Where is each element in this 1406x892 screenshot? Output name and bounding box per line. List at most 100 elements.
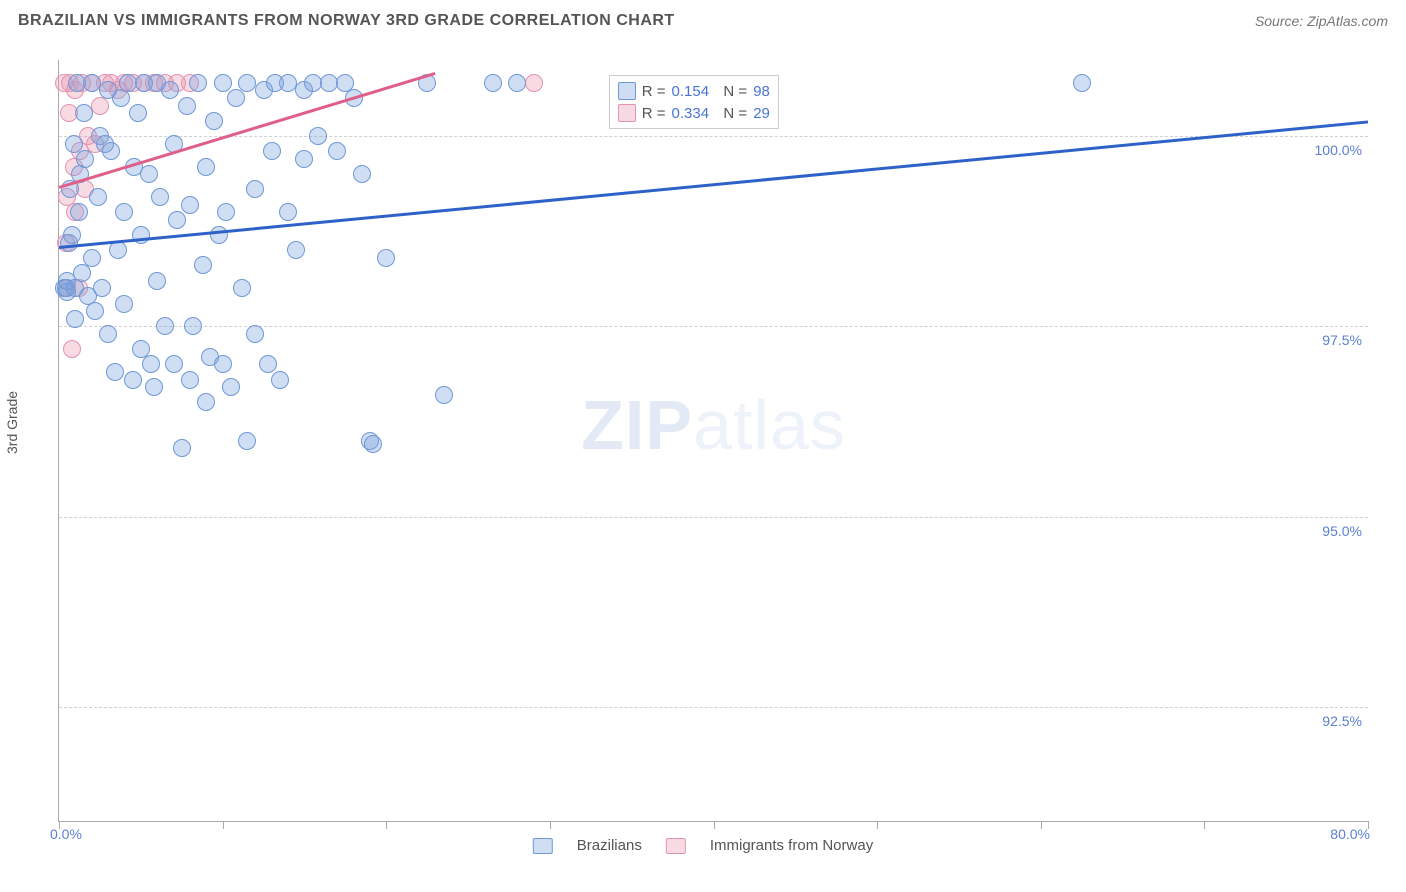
stat-r-value: 0.334 <box>672 105 710 122</box>
scatter-point <box>124 371 142 389</box>
stat-row: R = 0.334 N = 29 <box>618 102 770 124</box>
scatter-point <box>142 355 160 373</box>
scatter-point <box>320 74 338 92</box>
scatter-point <box>279 203 297 221</box>
scatter-point <box>178 97 196 115</box>
scatter-point <box>181 371 199 389</box>
x-tick <box>223 821 224 829</box>
scatter-point <box>508 74 526 92</box>
scatter-point <box>214 74 232 92</box>
chart-title: BRAZILIAN VS IMMIGRANTS FROM NORWAY 3RD … <box>18 12 675 30</box>
scatter-point <box>1073 74 1091 92</box>
gridline-h <box>59 517 1368 518</box>
chart-area: 3rd Grade ZIPatlas 92.5%95.0%97.5%100.0%… <box>18 50 1388 882</box>
x-tick-label: 80.0% <box>1330 826 1370 842</box>
scatter-point <box>173 439 191 457</box>
scatter-point <box>194 256 212 274</box>
scatter-point <box>109 241 127 259</box>
stat-n-label: N = <box>715 83 747 100</box>
y-tick-label: 97.5% <box>1322 332 1362 348</box>
scatter-point <box>214 355 232 373</box>
scatter-point <box>233 279 251 297</box>
stat-swatch <box>618 104 636 122</box>
stat-n-value: 98 <box>753 83 770 100</box>
stat-box: R = 0.154 N = 98 R = 0.334 N = 29 <box>609 75 779 129</box>
scatter-point <box>70 203 88 221</box>
scatter-point <box>63 340 81 358</box>
y-axis-title: 3rd Grade <box>4 391 20 454</box>
scatter-point <box>364 435 382 453</box>
watermark: ZIPatlas <box>581 385 846 465</box>
watermark-bold: ZIP <box>581 386 693 464</box>
watermark-light: atlas <box>693 386 846 464</box>
scatter-point <box>83 249 101 267</box>
x-tick <box>877 821 878 829</box>
stat-r-label: R = <box>642 83 666 100</box>
scatter-point <box>115 203 133 221</box>
scatter-point <box>145 378 163 396</box>
scatter-point <box>161 81 179 99</box>
legend-swatch-1 <box>666 838 686 854</box>
scatter-point <box>246 180 264 198</box>
stat-r-value: 0.154 <box>672 83 710 100</box>
scatter-point <box>165 355 183 373</box>
legend-label-0: Brazilians <box>577 837 642 854</box>
x-tick-label: 0.0% <box>50 826 82 842</box>
x-tick <box>550 821 551 829</box>
scatter-point <box>227 89 245 107</box>
scatter-point <box>73 264 91 282</box>
scatter-point <box>238 74 256 92</box>
scatter-point <box>89 188 107 206</box>
y-tick-label: 92.5% <box>1322 713 1362 729</box>
scatter-point <box>75 104 93 122</box>
scatter-point <box>484 74 502 92</box>
scatter-point <box>304 74 322 92</box>
scatter-point <box>246 325 264 343</box>
x-tick <box>386 821 387 829</box>
scatter-point <box>197 158 215 176</box>
scatter-point <box>93 279 111 297</box>
scatter-point <box>106 363 124 381</box>
x-tick <box>1204 821 1205 829</box>
bottom-legend: Brazilians Immigrants from Norway <box>533 837 873 854</box>
scatter-point <box>287 241 305 259</box>
scatter-point <box>295 150 313 168</box>
scatter-point <box>151 188 169 206</box>
scatter-point <box>83 74 101 92</box>
scatter-point <box>184 317 202 335</box>
scatter-point <box>140 165 158 183</box>
legend-swatch-0 <box>533 838 553 854</box>
scatter-point <box>271 371 289 389</box>
scatter-point <box>76 150 94 168</box>
gridline-h <box>59 707 1368 708</box>
gridline-h <box>59 136 1368 137</box>
scatter-point <box>197 393 215 411</box>
x-tick <box>1041 821 1042 829</box>
scatter-point <box>309 127 327 145</box>
plot-region: ZIPatlas 92.5% 95.0% 97.5% 100.0% R = 0.154 … <box>58 60 1368 822</box>
y-tick-label: 100.0% <box>1315 142 1362 158</box>
scatter-point <box>119 74 137 92</box>
scatter-point <box>210 226 228 244</box>
scatter-point <box>86 302 104 320</box>
scatter-point <box>377 249 395 267</box>
scatter-point <box>66 310 84 328</box>
scatter-point <box>205 112 223 130</box>
scatter-point <box>279 74 297 92</box>
scatter-point <box>217 203 235 221</box>
scatter-point <box>328 142 346 160</box>
scatter-point <box>435 386 453 404</box>
scatter-point <box>353 165 371 183</box>
scatter-point <box>222 378 240 396</box>
scatter-point <box>102 142 120 160</box>
legend-label-1: Immigrants from Norway <box>710 837 873 854</box>
scatter-point <box>525 74 543 92</box>
scatter-point <box>156 317 174 335</box>
scatter-point <box>132 226 150 244</box>
stat-r-label: R = <box>642 105 666 122</box>
scatter-point <box>63 226 81 244</box>
scatter-point <box>168 211 186 229</box>
y-tick-label: 95.0% <box>1322 523 1362 539</box>
stat-swatch <box>618 82 636 100</box>
chart-source: Source: ZipAtlas.com <box>1255 13 1388 29</box>
